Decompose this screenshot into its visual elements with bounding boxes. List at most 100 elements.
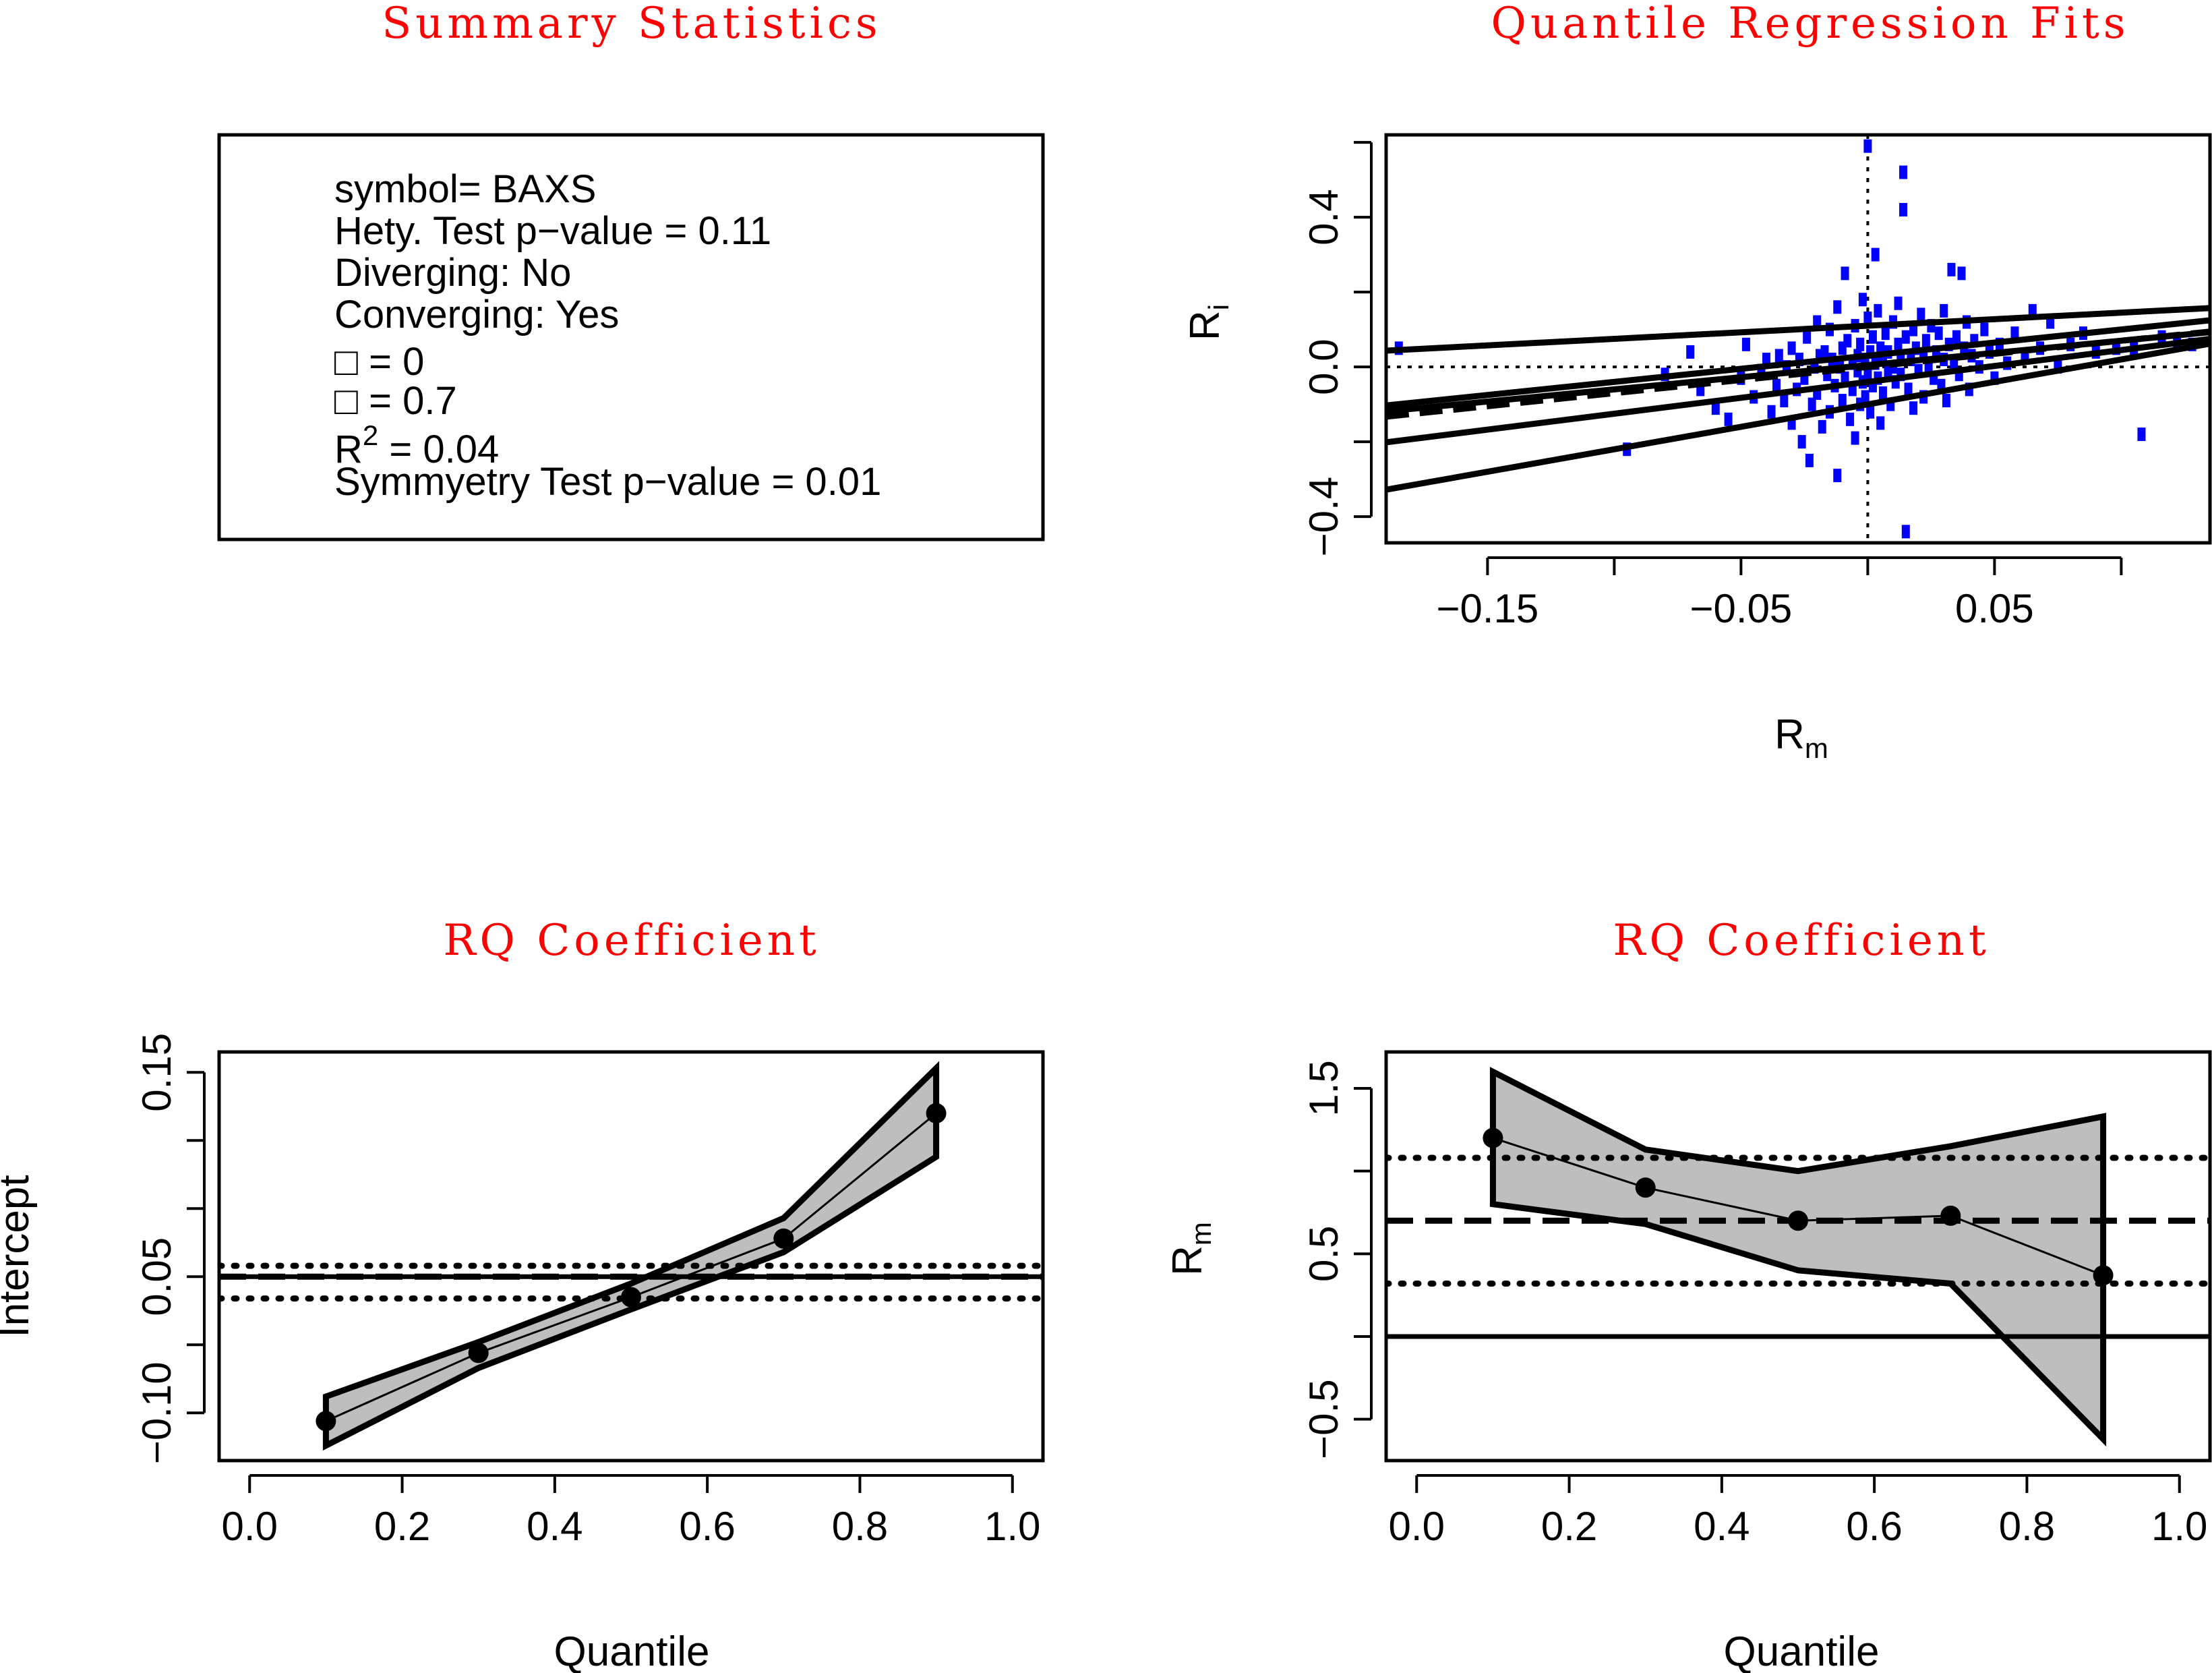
slope-frame <box>1384 1050 2212 1463</box>
scatter-point <box>1856 337 1865 351</box>
scatter-point <box>1876 416 1885 430</box>
slope-x-label: Quantile <box>1724 1628 1880 1673</box>
summary-panel: Summary Statistics symbol= BAXS Hety. Te… <box>217 0 1045 541</box>
fits-y-tick-label: 0.4 <box>1301 189 1346 245</box>
coef1-x-tick-label: 0.2 <box>374 1504 430 1549</box>
scatter-point <box>1805 453 1814 467</box>
scatter-point <box>1942 394 1950 408</box>
scatter-point <box>1686 345 1695 359</box>
scatter-point <box>1947 262 1956 276</box>
intercept-title: RQ Coefficient <box>443 916 820 966</box>
fits-plot-area <box>1386 135 2210 543</box>
estimate-point <box>2093 1265 2114 1286</box>
fits-axes: −0.15 −0.05 0.05 −0.4 0.0 0.4 <box>1301 141 2123 631</box>
summary-symmetry-test: Symmyetry Test p−value = 0.01 <box>334 460 881 504</box>
estimate-point <box>621 1287 641 1308</box>
coef1-y-tick-label: −0.10 <box>134 1361 179 1464</box>
summary-diverging: Diverging: No <box>334 251 571 295</box>
scatter-point <box>1904 382 1913 397</box>
fits-x-tick-label: −0.15 <box>1436 586 1538 631</box>
scatter-point <box>2137 428 2146 442</box>
intercept-y-label: Intercept <box>0 1175 38 1337</box>
scatter-point <box>1863 139 1872 153</box>
scatter-point <box>1803 330 1812 344</box>
estimate-point <box>1940 1205 1961 1226</box>
summary-converging: Converging: Yes <box>334 293 619 336</box>
coef1-y-tick-label: 0.05 <box>134 1237 179 1316</box>
slope-panel: RQ Coefficient 0.0 0.2 0.4 0.6 0.8 1.0 −0.5 0.5… <box>1164 916 2212 1673</box>
scatter-point <box>1863 368 1872 382</box>
quantile-fit-line <box>1386 317 2210 409</box>
fits-clipped <box>1386 135 2210 543</box>
scatter-point <box>1952 330 1961 344</box>
scatter-point <box>1711 401 1720 415</box>
estimate-point <box>1635 1177 1656 1198</box>
estimate-point <box>1788 1210 1808 1231</box>
scatter-point <box>1909 401 1918 415</box>
fits-title: Quantile Regression Fits <box>1491 0 2129 49</box>
intercept-plot-area <box>219 1061 1043 1451</box>
intercept-frame <box>217 1050 1045 1463</box>
r2-label: R <box>334 428 363 471</box>
scatter-point <box>1767 405 1776 419</box>
scatter-point <box>1838 394 1847 408</box>
scatter-point <box>1772 378 1781 392</box>
scatter-point <box>1787 341 1796 355</box>
scatter-point <box>1807 397 1816 411</box>
scatter-point <box>1901 330 1910 344</box>
confidence-band <box>1489 1067 2107 1447</box>
coef1-y-tick-label: 0.15 <box>134 1033 179 1112</box>
intercept-panel: RQ Coefficient 0.0 0.2 0.4 0.6 0.8 1.0−0.100.… <box>0 916 1045 1673</box>
fits-y-tick-label: −0.4 <box>1301 477 1346 556</box>
summary-r-squared: R2 = 0.04 <box>334 419 499 471</box>
ols-fit-line <box>1386 328 2210 420</box>
coef2-x-tick-label: 0.8 <box>1999 1504 2055 1549</box>
scatter-point <box>1980 322 1989 336</box>
summary-title: Summary Statistics <box>382 0 881 49</box>
quantile-fit-line <box>1386 305 2210 354</box>
coef2-x-tick-label: 0.6 <box>1846 1504 1902 1549</box>
scatter-point <box>1957 266 1966 281</box>
coef2-y-tick-label: −0.5 <box>1301 1379 1346 1459</box>
coef-clipped <box>219 1061 1043 1451</box>
scatter-point <box>1780 394 1789 408</box>
scatter-point <box>1797 435 1806 449</box>
scatter-point <box>1894 337 1903 351</box>
intercept-axes: 0.0 0.2 0.4 0.6 0.8 1.0 −0.10 0.05 0.15 <box>134 1033 1040 1549</box>
scatter-point <box>1741 337 1750 351</box>
coef1-x-tick-label: 0.4 <box>527 1504 582 1549</box>
scatter-point <box>1881 326 1890 341</box>
summary-hety-test: Hety. Test p−value = 0.11 <box>334 209 771 253</box>
summary-beta: □ = 0.7 <box>334 379 457 423</box>
scatter-point <box>1846 412 1855 426</box>
coef1-x-tick-label: 1.0 <box>984 1504 1040 1549</box>
fits-y-tick-label: 0.0 <box>1301 339 1346 394</box>
scatter-point <box>1843 334 1852 348</box>
coef-clipped <box>1386 1067 2210 1447</box>
scatter-point <box>1878 386 1887 400</box>
scatter-point <box>1899 165 1908 179</box>
estimate-point <box>926 1103 947 1123</box>
estimate-point <box>1483 1127 1503 1148</box>
fits-frame <box>1384 133 2212 545</box>
scatter-point <box>1820 345 1829 359</box>
scatter-point <box>1774 349 1783 363</box>
r2-value: = 0.04 <box>378 428 499 471</box>
quantile-fit-line <box>1386 341 2210 493</box>
scatter-point <box>1724 412 1733 426</box>
scatter-point <box>1901 525 1910 539</box>
scatter-point <box>1868 330 1877 344</box>
scatter-point <box>1861 390 1870 404</box>
scatter-point <box>1921 334 1930 348</box>
scatter-point <box>1934 326 1943 341</box>
estimate-point <box>773 1228 794 1249</box>
fits-x-tick-label: −0.05 <box>1690 586 1792 631</box>
scatter-point <box>2010 326 2019 341</box>
scatter-point <box>1818 419 1826 434</box>
slope-title: RQ Coefficient <box>1613 916 1990 966</box>
scatter-point <box>1871 247 1880 262</box>
coef2-x-tick-label: 0.2 <box>1541 1504 1597 1549</box>
scatter-point <box>1940 303 1948 318</box>
r2-sup: 2 <box>363 419 378 451</box>
